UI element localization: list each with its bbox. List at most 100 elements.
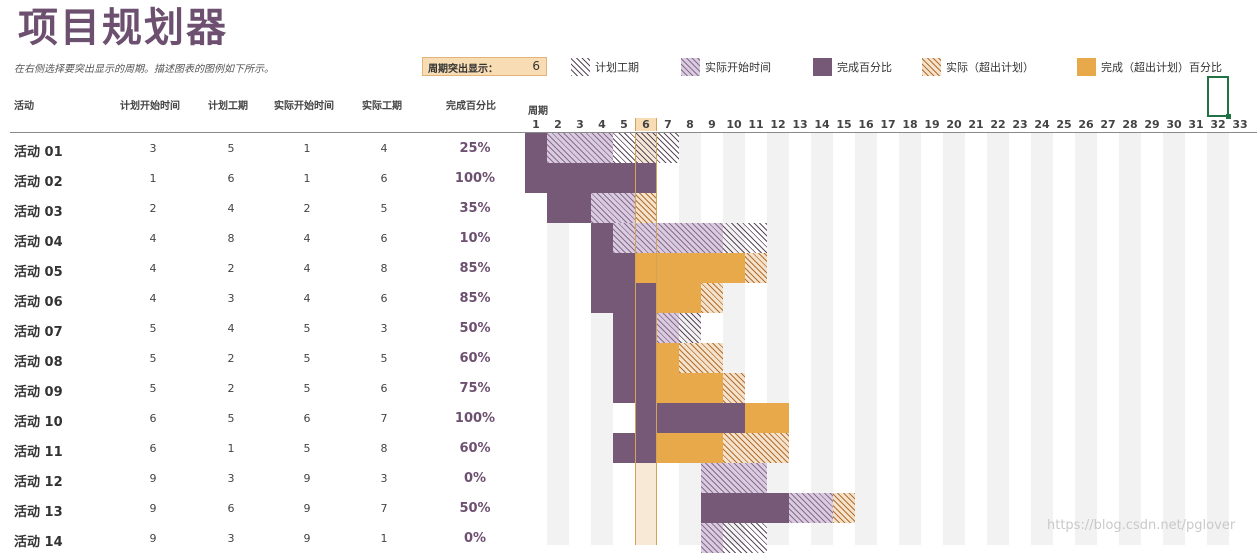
header-plan-duration: 计划工期 xyxy=(208,101,248,112)
bar-percent-done xyxy=(591,283,657,313)
grid-stripe xyxy=(767,133,789,545)
cell-actual-duration: 3 xyxy=(380,322,388,335)
cell-actual-duration: 7 xyxy=(380,412,388,425)
cell-plan-start: 4 xyxy=(149,262,157,275)
cell-percent: 25% xyxy=(459,141,491,156)
legend-label: 实际（超出计划） xyxy=(946,61,1034,74)
activity-name: 活动 05 xyxy=(14,265,63,280)
legend-swatch-actual-over xyxy=(922,58,941,76)
bar-actual-over xyxy=(635,193,657,223)
page-title: 项目规划器 xyxy=(18,5,228,51)
period-label: 21 xyxy=(968,118,984,131)
cell-actual-start: 9 xyxy=(303,532,311,545)
highlight-period-control[interactable]: 周期突出显示： 6 xyxy=(422,57,547,76)
period-label: 19 xyxy=(924,118,940,131)
legend-swatch-over xyxy=(1077,58,1096,76)
activity-name: 活动 03 xyxy=(14,205,63,220)
activity-name: 活动 06 xyxy=(14,295,63,310)
period-label: 32 xyxy=(1210,118,1226,131)
cell-plan-duration: 3 xyxy=(227,292,235,305)
bar-actual xyxy=(591,223,723,253)
cell-actual-duration: 1 xyxy=(380,532,388,545)
header-period: 周期 xyxy=(528,106,548,117)
cell-plan-start: 6 xyxy=(149,442,157,455)
cell-actual-start: 1 xyxy=(303,172,311,185)
activity-name: 活动 01 xyxy=(14,145,63,160)
legend-label: 完成百分比 xyxy=(837,61,892,74)
bar-percent-over xyxy=(657,343,679,373)
period-label: 31 xyxy=(1188,118,1204,131)
cell-percent: 100% xyxy=(454,411,496,426)
cell-plan-duration: 2 xyxy=(227,352,235,365)
activity-name: 活动 12 xyxy=(14,475,63,490)
period-label: 9 xyxy=(708,118,716,131)
cell-actual-duration: 8 xyxy=(380,442,388,455)
cell-plan-duration: 4 xyxy=(227,322,235,335)
cell-plan-start: 1 xyxy=(149,172,157,185)
period-label: 17 xyxy=(880,118,896,131)
cell-actual-duration: 5 xyxy=(380,202,388,215)
header-divider xyxy=(10,132,1257,133)
header-percent: 完成百分比 xyxy=(446,101,496,112)
period-label: 22 xyxy=(990,118,1006,131)
cell-plan-duration: 6 xyxy=(227,172,235,185)
cell-plan-duration: 2 xyxy=(227,262,235,275)
legend-label: 完成（超出计划）百分比 xyxy=(1101,61,1222,74)
cell-actual-duration: 5 xyxy=(380,352,388,365)
cell-plan-start: 9 xyxy=(149,472,157,485)
cell-actual-start: 5 xyxy=(303,322,311,335)
period-label: 4 xyxy=(598,118,606,131)
bar-actual xyxy=(701,463,767,493)
grid-stripe xyxy=(899,133,921,545)
cell-plan-start: 5 xyxy=(149,352,157,365)
period-label: 14 xyxy=(814,118,830,131)
grid-stripe xyxy=(987,133,1009,545)
cell-plan-duration: 6 xyxy=(227,502,235,515)
cell-plan-start: 9 xyxy=(149,532,157,545)
activity-name: 活动 08 xyxy=(14,355,63,370)
period-label: 20 xyxy=(946,118,962,131)
grid-stripe xyxy=(855,133,877,545)
cell-actual-duration: 7 xyxy=(380,502,388,515)
cell-plan-duration: 5 xyxy=(227,142,235,155)
cell-actual-duration: 4 xyxy=(380,142,388,155)
header-plan-start: 计划开始时间 xyxy=(120,101,180,112)
bar-percent-done xyxy=(591,223,613,253)
cell-plan-start: 3 xyxy=(149,142,157,155)
cell-percent: 0% xyxy=(463,531,487,546)
grid-stripe xyxy=(1075,133,1097,545)
period-label: 23 xyxy=(1012,118,1028,131)
grid-stripe xyxy=(1119,133,1141,545)
cell-actual-start: 1 xyxy=(303,142,311,155)
cell-plan-start: 9 xyxy=(149,502,157,515)
grid-stripe xyxy=(547,133,569,545)
header-activity: 活动 xyxy=(14,101,34,112)
period-label: 8 xyxy=(686,118,694,131)
page-description: 在右侧选择要突出显示的周期。描述图表的图例如下所示。 xyxy=(14,64,274,75)
activity-name: 活动 04 xyxy=(14,235,63,250)
highlight-period-input[interactable]: 6 xyxy=(532,59,540,73)
bar-percent-over xyxy=(635,253,745,283)
period-label: 29 xyxy=(1144,118,1160,131)
cell-percent: 60% xyxy=(459,441,491,456)
cell-actual-duration: 3 xyxy=(380,472,388,485)
activity-name: 活动 10 xyxy=(14,415,63,430)
cell-percent: 50% xyxy=(459,501,491,516)
selected-cell[interactable] xyxy=(1207,76,1229,117)
period-label: 10 xyxy=(726,118,742,131)
bar-percent-over xyxy=(745,403,789,433)
fill-handle[interactable] xyxy=(1226,114,1231,119)
cell-plan-start: 4 xyxy=(149,292,157,305)
activity-name: 活动 11 xyxy=(14,445,63,460)
bar-percent-done xyxy=(525,133,547,163)
cell-percent: 35% xyxy=(459,201,491,216)
activity-name: 活动 07 xyxy=(14,325,63,340)
cell-plan-duration: 2 xyxy=(227,382,235,395)
cell-plan-duration: 4 xyxy=(227,202,235,215)
period-label: 25 xyxy=(1056,118,1072,131)
cell-actual-start: 4 xyxy=(303,292,311,305)
period-label: 5 xyxy=(620,118,628,131)
cell-actual-start: 4 xyxy=(303,262,311,275)
activity-name: 活动 13 xyxy=(14,505,63,520)
activity-name: 活动 02 xyxy=(14,175,63,190)
